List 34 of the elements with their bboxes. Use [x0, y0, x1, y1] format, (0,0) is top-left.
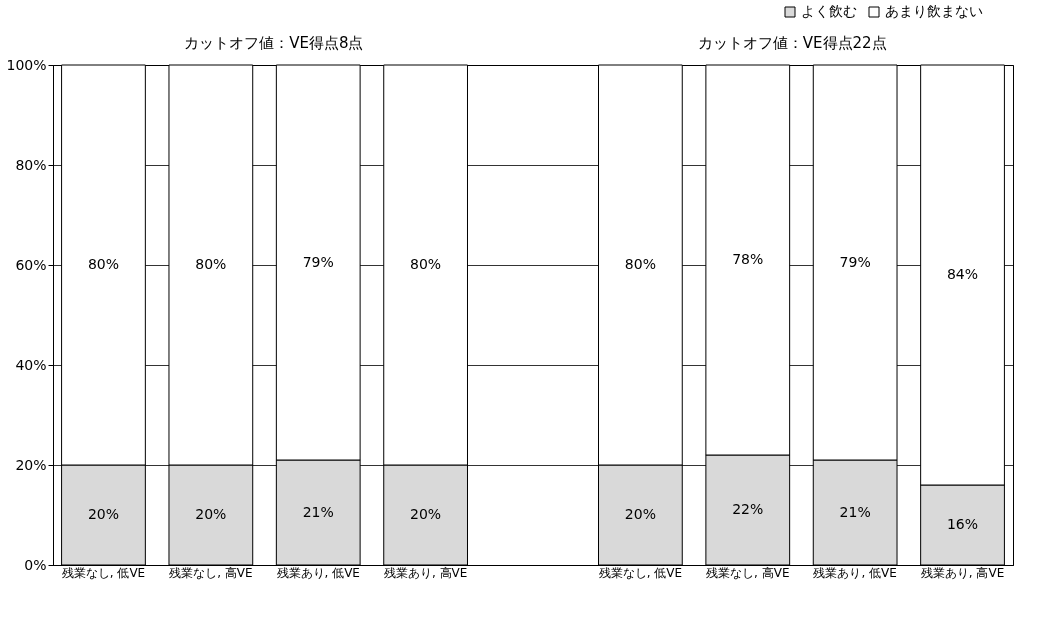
y-tick-label: 0%	[24, 556, 47, 573]
x-tick-label: 残業なし, 高VE	[706, 565, 790, 580]
x-tick-label: 残業あり, 高VE	[920, 565, 1005, 580]
data-label: 79%	[839, 253, 871, 270]
data-label: 20%	[624, 506, 656, 522]
text: カットオフ値：VE得点8点	[184, 34, 364, 52]
data-label: 80%	[87, 256, 120, 272]
x-tick-label: 残業なし, 高VE	[169, 565, 253, 580]
y-tick-label: 100%	[6, 56, 47, 73]
y-tick-label: 20%	[15, 456, 47, 473]
data-label: 22%	[732, 501, 764, 517]
x-tick-label: 残業なし, 低VE	[61, 565, 146, 580]
x-tick-label: 残業あり, 高VE	[383, 565, 468, 580]
x-tick-label: 残業なし, 低VE	[598, 565, 683, 580]
data-label: 79%	[302, 253, 334, 270]
data-label: 20%	[410, 506, 442, 522]
data-label: 16%	[946, 516, 979, 532]
legend-label: よく飲む	[801, 3, 857, 19]
data-label: 20%	[195, 506, 227, 522]
data-label: 20%	[87, 506, 120, 522]
y-tick-label: 40%	[15, 356, 47, 373]
legend-label: あまり飲まない	[885, 3, 983, 19]
data-label: 78%	[732, 251, 764, 267]
data-label: 80%	[410, 256, 442, 272]
x-tick-label: 残業あり, 低VE	[813, 565, 897, 580]
y-tick-label: 80%	[15, 156, 47, 173]
y-tick-label: 60%	[15, 256, 47, 273]
data-label: 21%	[302, 503, 334, 520]
x-tick-label: 残業あり, 低VE	[276, 565, 360, 580]
data-label: 80%	[195, 256, 227, 272]
data-label: 80%	[624, 256, 656, 272]
data-label: 84%	[946, 266, 979, 282]
text: カットオフ値：VE得点22点	[697, 34, 887, 52]
data-label: 21%	[839, 503, 871, 520]
